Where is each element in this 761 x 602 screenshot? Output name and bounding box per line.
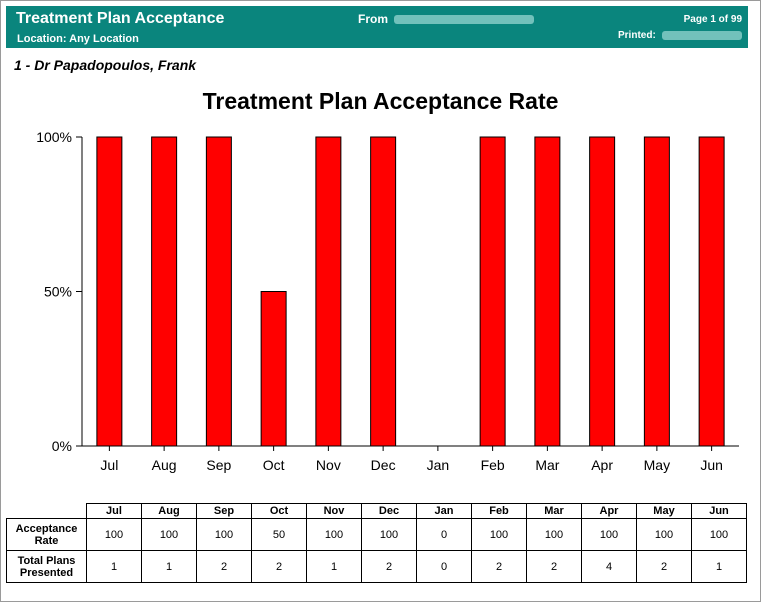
table-cell: 100 xyxy=(636,518,692,551)
printed-date: Printed: xyxy=(618,30,742,41)
y-tick-label: 100% xyxy=(36,129,72,145)
bar xyxy=(151,136,178,447)
table-cell: 1 xyxy=(691,550,747,583)
bar xyxy=(315,136,342,447)
bar xyxy=(370,136,397,447)
x-tick-label: May xyxy=(644,457,670,473)
y-tick-label: 0% xyxy=(52,438,72,454)
page-number: Page 1 of 99 xyxy=(683,14,742,25)
printed-label: Printed: xyxy=(618,30,656,41)
table-row: Acceptance Rate 100 100 100 50 100 100 0 100 100 1… xyxy=(6,518,747,551)
table-cell: 100 xyxy=(361,518,417,551)
table-cell: 2 xyxy=(196,550,252,583)
x-tick-label: Feb xyxy=(481,457,505,473)
table-row: Total Plans Presented 1 1 2 2 1 2 0 2 2 4 2 1 xyxy=(6,550,747,583)
table-cell: 100 xyxy=(306,518,362,551)
x-tick-label: Oct xyxy=(263,457,285,473)
table-cell: 50 xyxy=(251,518,307,551)
x-tick-label: Nov xyxy=(316,457,341,473)
table-column-header: Jul xyxy=(86,503,142,519)
bar xyxy=(534,136,561,447)
table-cell: 1 xyxy=(86,550,142,583)
table-cell: 0 xyxy=(416,518,472,551)
table-column-header: May xyxy=(636,503,692,519)
x-tick-label: Dec xyxy=(371,457,396,473)
x-tick-label: Jan xyxy=(427,457,450,473)
date-range: From xyxy=(358,12,534,26)
bar xyxy=(96,136,123,447)
table-cell: 100 xyxy=(691,518,747,551)
provider-name: 1 - Dr Papadopoulos, Frank xyxy=(14,57,197,73)
x-tick-label: Mar xyxy=(535,457,559,473)
table-cell: 0 xyxy=(416,550,472,583)
table-cell: 1 xyxy=(306,550,362,583)
table-corner xyxy=(6,503,87,519)
table-cell: 100 xyxy=(471,518,527,551)
table-column-header: Oct xyxy=(251,503,307,519)
bar xyxy=(205,136,232,447)
table-column-header: Feb xyxy=(471,503,527,519)
table-cell: 100 xyxy=(141,518,197,551)
bar xyxy=(479,136,506,447)
table-cell: 2 xyxy=(471,550,527,583)
table-cell: 2 xyxy=(636,550,692,583)
table-column-header: Nov xyxy=(306,503,362,519)
table-cell: 100 xyxy=(86,518,142,551)
redacted-printed-date xyxy=(661,30,742,40)
table-column-header: Jun xyxy=(691,503,747,519)
table-header-row: Jul Aug Sep Oct Nov Dec Jan Feb Mar Apr May Jun xyxy=(6,503,747,519)
table-column-header: Dec xyxy=(361,503,417,519)
y-tick-label: 50% xyxy=(44,284,72,300)
table-column-header: Mar xyxy=(526,503,582,519)
from-label: From xyxy=(358,12,388,26)
location-label: Location: Any Location xyxy=(17,33,139,45)
table-column-header: Apr xyxy=(581,503,637,519)
acceptance-rate-chart: 0% 50% 100% Jul Aug Sep Oct Nov Dec Jan Feb Mar Apr M… xyxy=(36,129,739,473)
table-cell: 100 xyxy=(526,518,582,551)
table-cell: 1 xyxy=(141,550,197,583)
x-tick-label: Jul xyxy=(100,457,118,473)
table-column-header: Jan xyxy=(416,503,472,519)
chart-title: Treatment Plan Acceptance Rate xyxy=(202,88,559,114)
table-cell: 100 xyxy=(581,518,637,551)
table-column-header: Sep xyxy=(196,503,252,519)
table-cell: 2 xyxy=(251,550,307,583)
table-column-header: Aug xyxy=(141,503,197,519)
report-title: Treatment Plan Acceptance xyxy=(16,10,225,27)
x-tick-label: Jun xyxy=(700,457,723,473)
bar xyxy=(698,136,725,447)
report-header: Treatment Plan Acceptance Location: Any … xyxy=(6,6,748,48)
bar xyxy=(260,291,287,447)
x-tick-label: Apr xyxy=(591,457,613,473)
x-tick-label: Aug xyxy=(152,457,177,473)
table-row-label: Acceptance Rate xyxy=(6,518,87,551)
table-cell: 2 xyxy=(526,550,582,583)
x-tick-label: Sep xyxy=(206,457,231,473)
bar xyxy=(589,136,616,447)
table-row-label: Total Plans Presented xyxy=(6,550,87,583)
table-cell: 4 xyxy=(581,550,637,583)
table-cell: 100 xyxy=(196,518,252,551)
data-table: Jul Aug Sep Oct Nov Dec Jan Feb Mar Apr May Jun Acc… xyxy=(6,503,747,583)
table-cell: 2 xyxy=(361,550,417,583)
redacted-date-range xyxy=(394,15,534,25)
bar xyxy=(643,136,670,447)
